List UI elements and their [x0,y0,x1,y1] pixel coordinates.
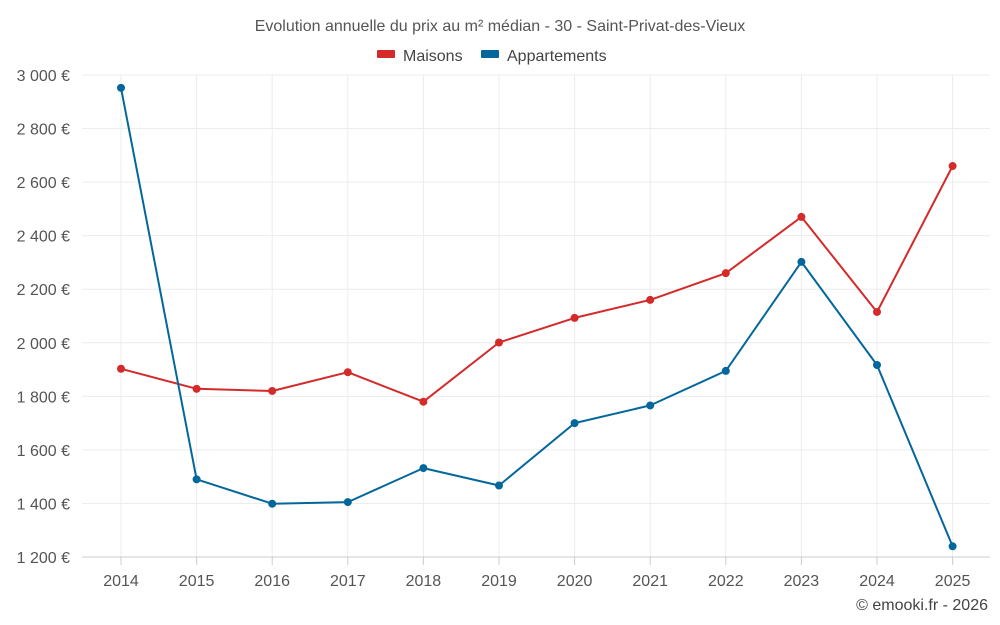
x-tick-label: 2020 [557,573,593,590]
data-point-appartements[interactable] [192,475,201,484]
data-point-maisons[interactable] [797,212,806,221]
y-tick-label: 1 200 € [17,550,70,567]
data-point-maisons[interactable] [192,384,201,393]
x-tick-label: 2025 [935,573,971,590]
series-maisons [117,162,957,406]
data-point-appartements[interactable] [495,481,503,490]
series-appartements [117,83,957,551]
series-line-appartements [120,87,954,547]
y-tick-label: 2 200 € [17,282,70,299]
x-tick-label: 2017 [330,573,366,590]
data-point-maisons[interactable] [495,338,503,347]
data-point-appartements[interactable] [570,419,579,428]
series-line-maisons [120,165,954,403]
data-point-maisons[interactable] [721,269,730,278]
x-tick-label: 2018 [406,573,442,590]
data-point-maisons[interactable] [268,386,277,395]
legend-item-maisons[interactable]: Maisons [377,48,463,65]
x-tick-label: 2019 [481,573,517,590]
y-tick-label: 3 000 € [17,68,70,85]
data-point-appartements[interactable] [948,542,957,551]
data-point-maisons[interactable] [646,295,655,304]
data-point-appartements[interactable] [343,498,352,507]
credit-text: © emooki.fr - 2026 [856,597,988,614]
y-tick-label: 2 800 € [17,122,70,139]
legend-label-appartements: Appartements [507,48,607,65]
x-tick-label: 2021 [632,573,668,590]
data-point-maisons[interactable] [948,162,957,171]
y-tick-label: 2 000 € [17,336,70,353]
data-point-maisons[interactable] [873,307,881,316]
x-tick-label: 2016 [254,573,290,590]
data-point-appartements[interactable] [419,464,428,473]
legend-swatch-maisons [377,50,395,58]
data-point-maisons[interactable] [343,368,352,377]
data-point-appartements[interactable] [646,401,655,410]
data-point-appartements[interactable] [268,499,277,508]
legend-item-appartements[interactable]: Appartements [481,48,607,65]
data-point-maisons[interactable] [570,313,579,322]
y-tick-label: 1 600 € [17,443,70,460]
legend-swatch-appartements [481,50,499,58]
axes: 1 200 € 1 400 € 1 600 € 1 800 € 2 000 € 2 200… [17,68,990,590]
x-tick-label: 2023 [784,573,820,590]
gridlines [82,74,990,557]
legend: Maisons Appartements [377,48,607,65]
chart-title: Evolution annuelle du prix au m² médian … [255,18,746,35]
data-point-appartements[interactable] [873,361,881,370]
y-tick-label: 1 400 € [17,496,70,513]
y-tick-label: 2 400 € [17,229,70,246]
y-tick-label: 1 800 € [17,389,70,406]
x-tick-label: 2014 [103,573,139,590]
legend-label-maisons: Maisons [403,48,463,65]
data-point-maisons[interactable] [117,364,125,373]
data-point-appartements[interactable] [721,366,730,375]
data-point-appartements[interactable] [797,257,806,266]
x-tick-label: 2022 [708,573,744,590]
data-point-appartements[interactable] [117,83,125,92]
y-tick-label: 2 600 € [17,175,70,192]
data-point-maisons[interactable] [419,397,428,406]
series [117,83,957,551]
x-tick-label: 2024 [859,573,895,590]
x-tick-label: 2015 [179,573,215,590]
